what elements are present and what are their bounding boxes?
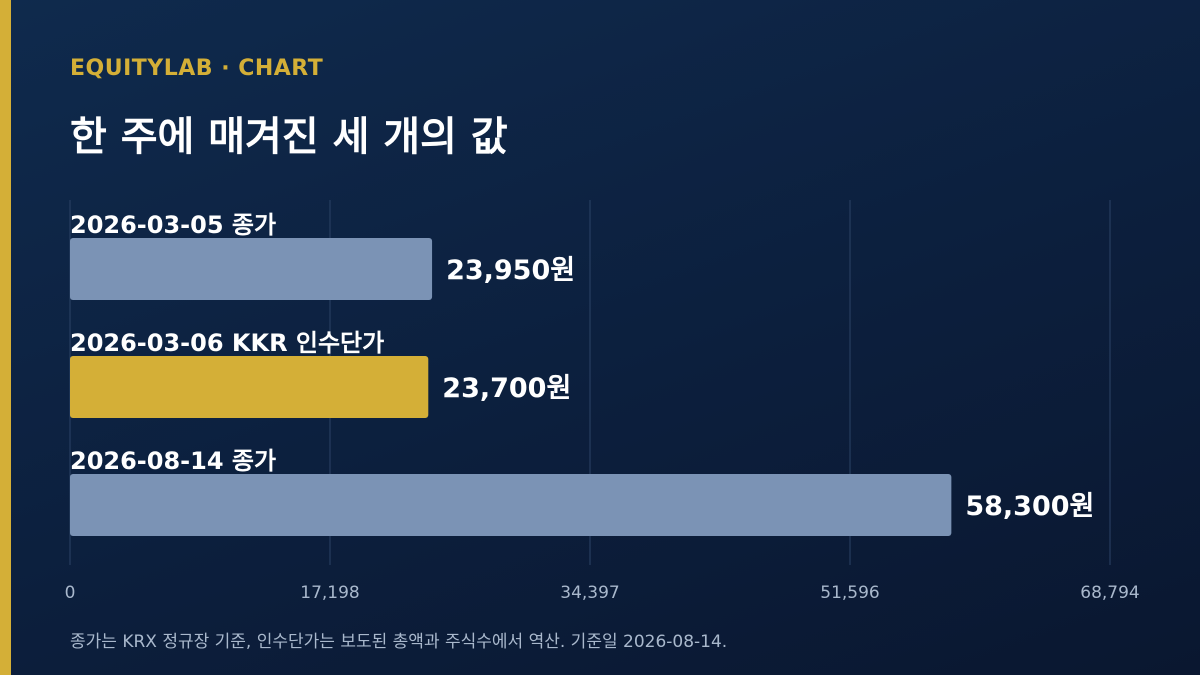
x-tick-label: 51,596 xyxy=(820,583,879,603)
chart-title: 한 주에 매겨진 세 개의 값 xyxy=(70,114,508,160)
category-label: 2026-03-06 KKR 인수단가 xyxy=(70,329,384,357)
x-tick-label: 34,397 xyxy=(560,583,619,603)
footnote: 종가는 KRX 정규장 기준, 인수단가는 보도된 총액과 주식수에서 역산. … xyxy=(70,632,728,652)
accent-bar xyxy=(0,0,11,675)
bar xyxy=(70,474,952,536)
value-label: 23,700원 xyxy=(442,373,571,404)
bars: 2026-03-05 종가 23,950원 2026-03-06 KKR 인수단가 2… xyxy=(70,211,1094,536)
category-label: 2026-08-14 종가 xyxy=(70,447,276,475)
eyebrow-label: EQUITYLAB · CHART xyxy=(70,56,324,81)
value-label: 23,950원 xyxy=(446,255,575,286)
bar xyxy=(70,238,433,300)
value-label: 58,300원 xyxy=(965,491,1094,522)
x-axis-ticks: 0 17,198 34,397 51,596 68,794 xyxy=(65,583,1140,603)
x-tick-label: 68,794 xyxy=(1080,583,1139,603)
bar-highlight xyxy=(70,356,429,418)
x-tick-label: 0 xyxy=(65,583,76,603)
x-tick-label: 17,198 xyxy=(300,583,359,603)
category-label: 2026-03-05 종가 xyxy=(70,211,276,239)
